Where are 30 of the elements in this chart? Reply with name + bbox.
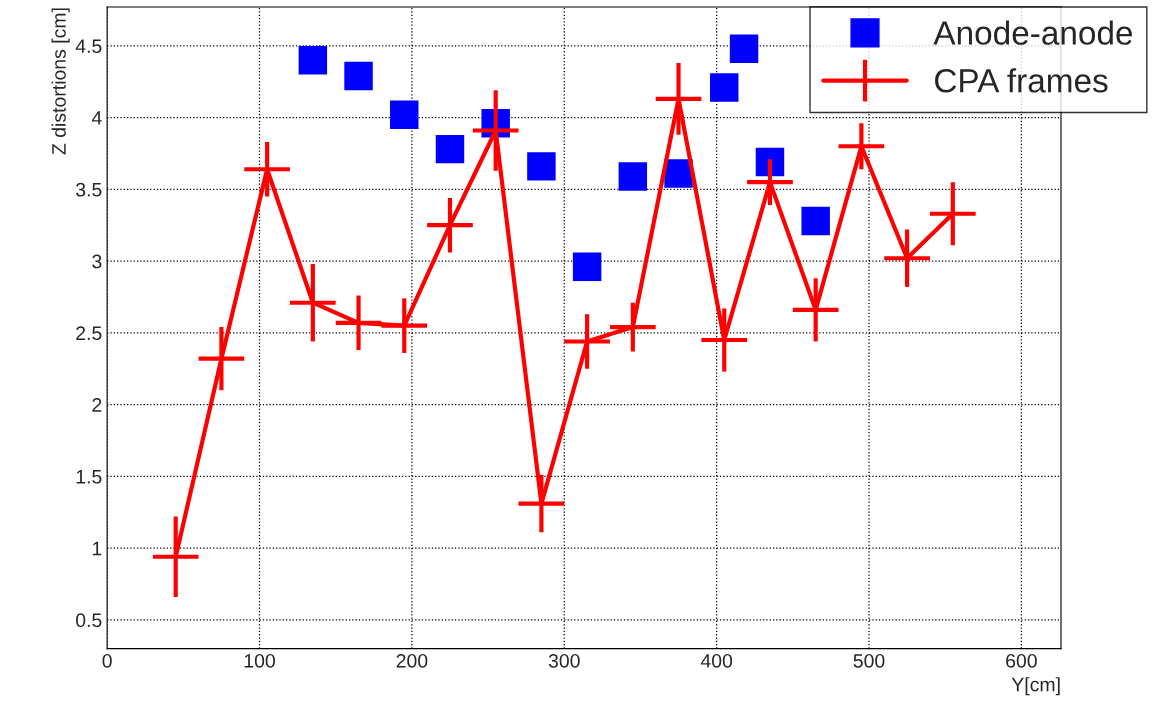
x-tick-label: 500	[853, 653, 885, 668]
x-tick-label: 0	[102, 653, 112, 668]
y-tick-label: 2.5	[76, 326, 102, 341]
point	[729, 34, 759, 63]
y-tick-label: 3.5	[75, 182, 102, 197]
legend-label: CPA frames	[935, 68, 1108, 93]
y-tick-label: 3	[92, 254, 102, 269]
x-tick-label: 400	[700, 653, 733, 668]
y-axis-title: Z distortions [cm]	[51, 8, 70, 155]
point	[801, 206, 830, 236]
point	[390, 100, 419, 129]
x-axis-title: Y[cm]	[1011, 677, 1060, 696]
point	[572, 252, 602, 282]
y-tick-label: 2	[92, 398, 102, 412]
x-tick-label: 100	[244, 653, 275, 668]
y-tick-label: 0.5	[76, 613, 102, 628]
point	[435, 134, 465, 164]
y-tick-label: 4	[91, 111, 102, 125]
x-tick-label: 200	[396, 653, 428, 668]
point	[710, 73, 739, 102]
y-tick-label: 1.5	[76, 470, 102, 484]
point	[344, 61, 373, 91]
y-tick-label: 1	[92, 541, 102, 556]
x-tick-label: 300	[548, 653, 580, 668]
point	[618, 162, 648, 191]
legend-label: Anode-anode	[933, 20, 1133, 45]
point	[527, 152, 556, 181]
point	[298, 45, 328, 75]
y-tick-label: 4.5	[75, 39, 102, 54]
x-tick-label: 600	[1006, 653, 1037, 668]
